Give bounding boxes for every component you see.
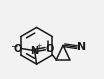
Text: −: − — [10, 41, 17, 50]
Text: O: O — [46, 44, 54, 54]
Text: O: O — [13, 44, 21, 54]
Text: N: N — [30, 46, 39, 56]
Text: +: + — [36, 43, 42, 49]
Text: N: N — [77, 42, 86, 52]
